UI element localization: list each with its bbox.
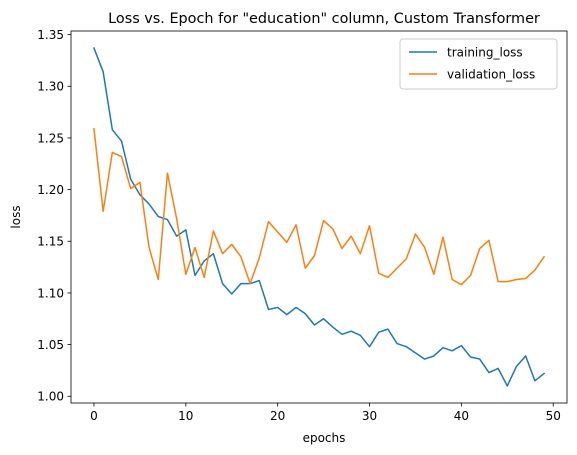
y-tick-label: 1.20	[37, 183, 64, 197]
y-tick-label: 1.00	[37, 390, 64, 404]
chart-title: Loss vs. Epoch for "education" column, C…	[108, 11, 540, 27]
y-tick-label: 1.15	[37, 235, 64, 249]
x-axis-label: epochs	[303, 431, 346, 445]
y-tick-label: 1.10	[37, 286, 64, 300]
legend-box	[399, 38, 558, 90]
y-tick-label: 1.35	[37, 28, 64, 42]
plot-area	[92, 47, 546, 387]
y-tick-label: 1.30	[37, 80, 64, 94]
plot-frame	[70, 30, 568, 404]
axes: 0 10 20 30 40 50 1.00 1.05 1.10 1.15 1.20 1.25 1.30 1…	[37, 28, 568, 423]
x-tick-label: 40	[454, 409, 469, 423]
series-line-training-loss	[92, 47, 546, 387]
y-axis-label: loss	[9, 205, 23, 228]
x-tick-label: 50	[546, 409, 561, 423]
y-tick-label: 1.25	[37, 131, 64, 145]
y-tick-label: 1.05	[37, 338, 64, 352]
x-tick-label: 20	[270, 409, 285, 423]
x-tick-label: 30	[362, 409, 377, 423]
series-line-validation-loss	[93, 127, 546, 286]
x-tick-label: 10	[178, 409, 193, 423]
legend: training_loss validation_loss	[399, 38, 558, 90]
x-tick-label: 0	[90, 409, 98, 423]
legend-label-training-loss: training_loss	[447, 45, 523, 59]
legend-label-validation-loss: validation_loss	[447, 67, 535, 81]
